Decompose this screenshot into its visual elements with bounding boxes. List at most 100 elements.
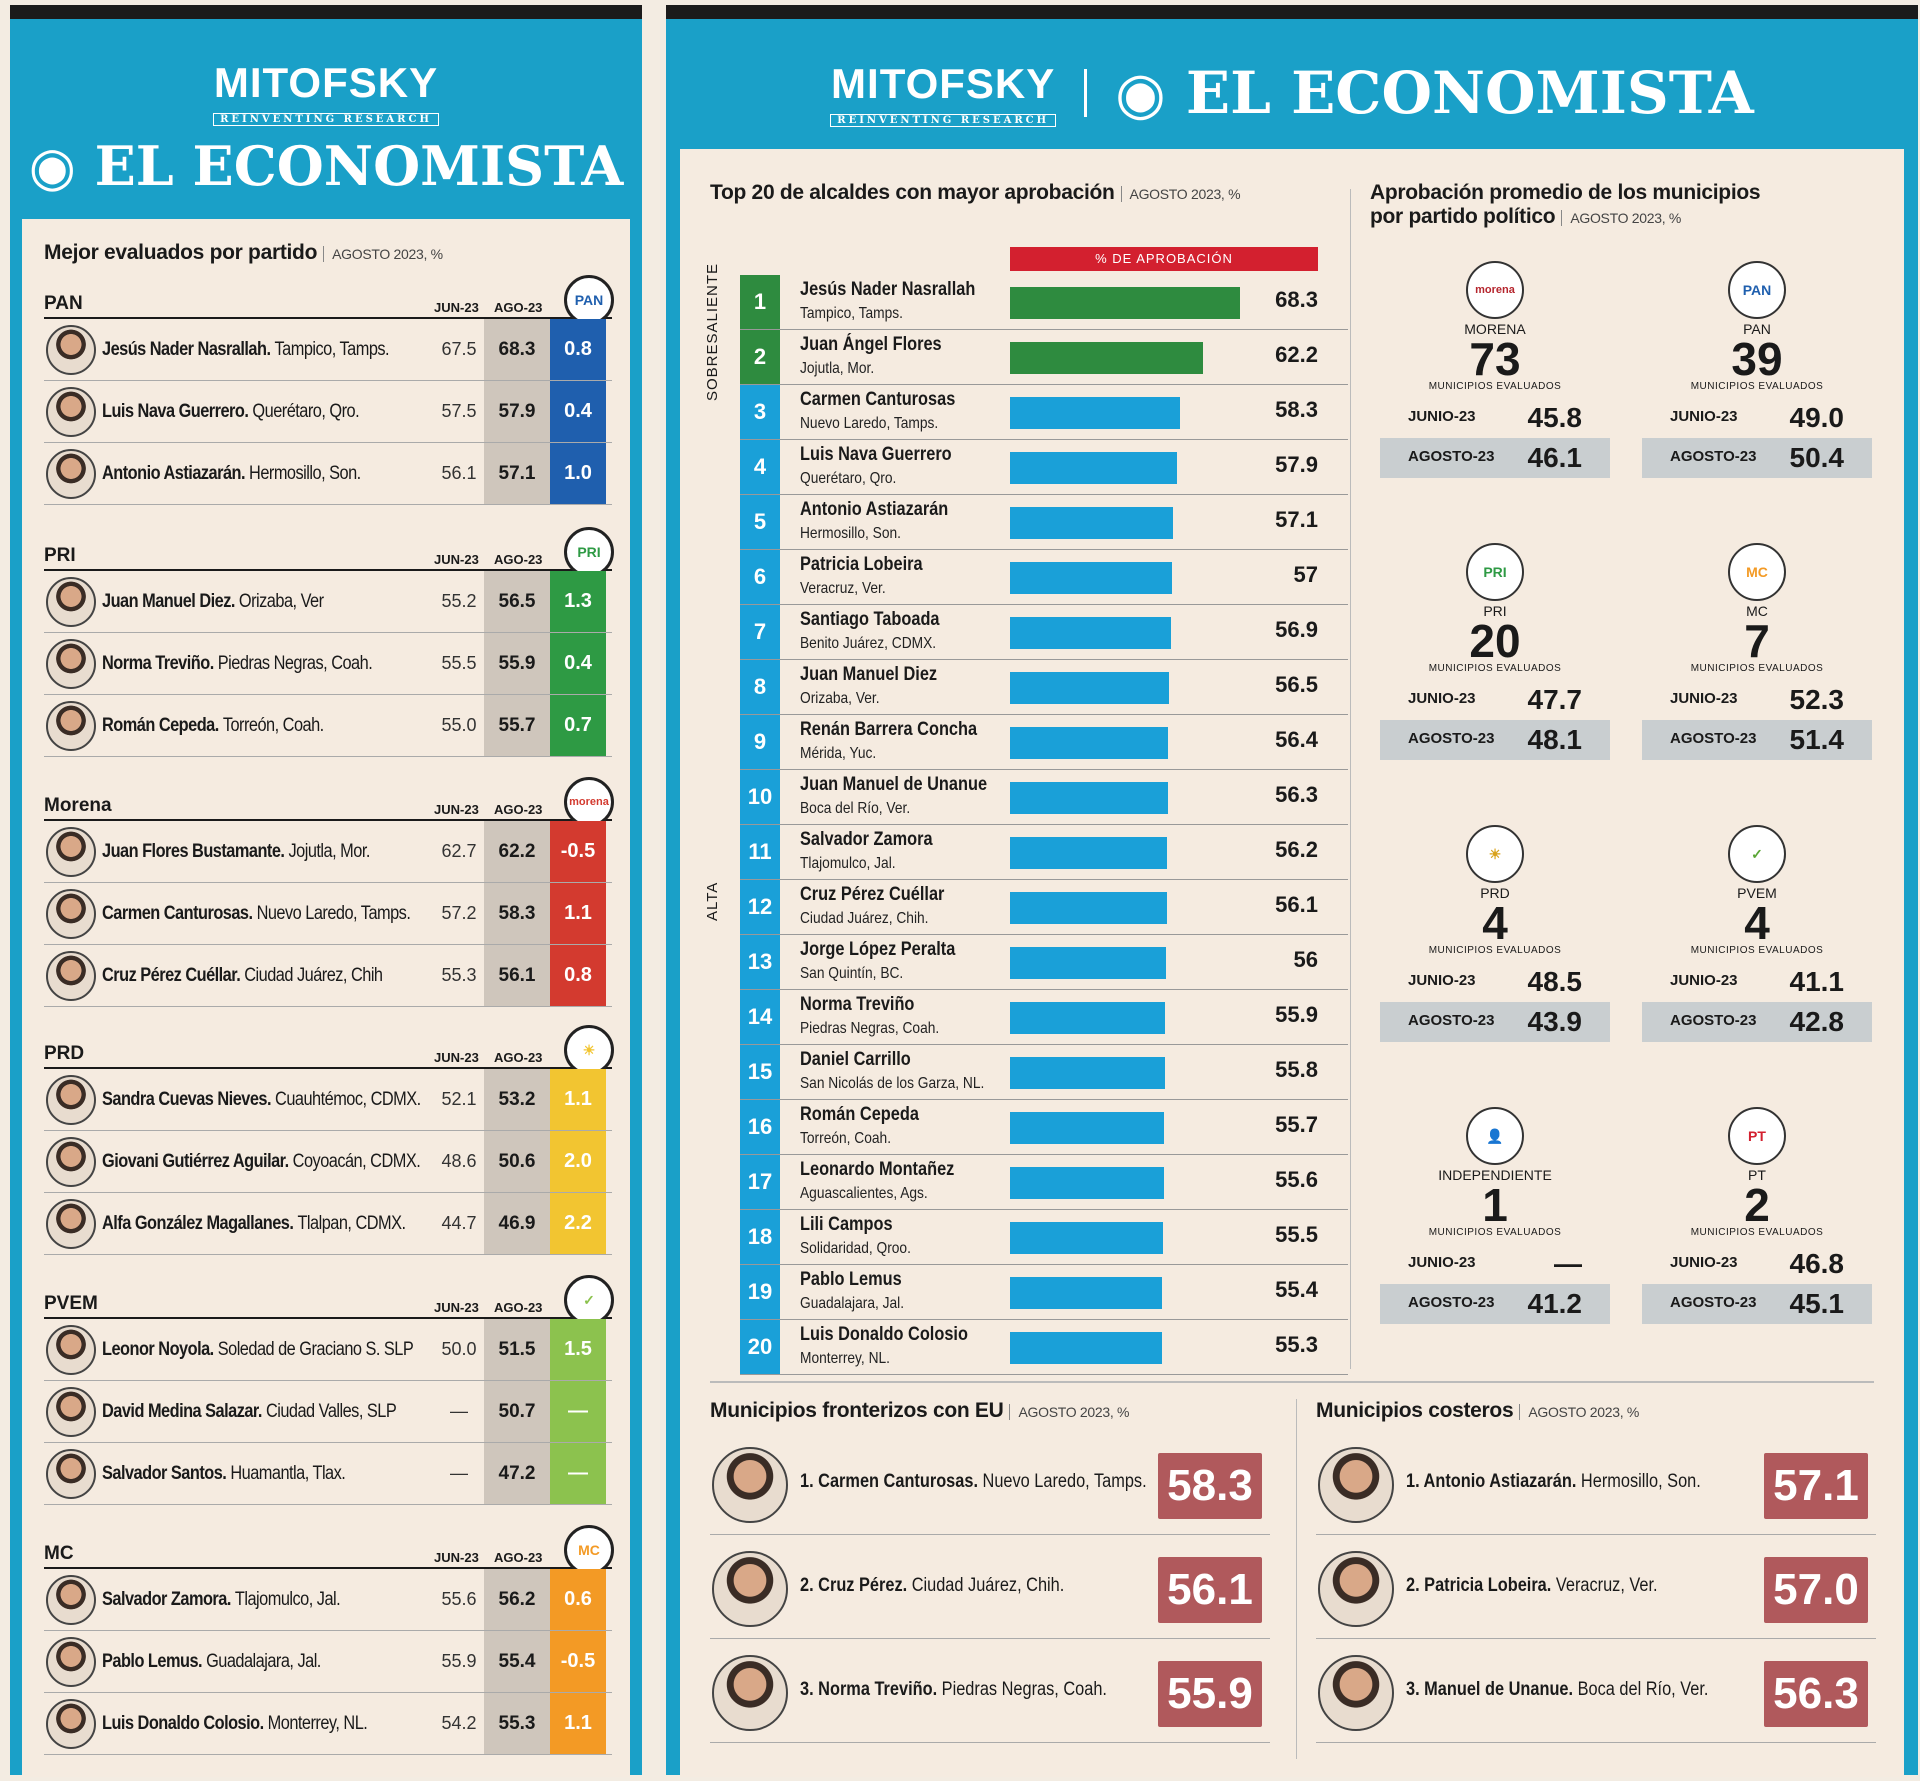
jun-value: — <box>450 1463 468 1483</box>
rank-number: 18 <box>740 1210 780 1264</box>
approval-value: 55.8 <box>1275 1057 1318 1082</box>
ago-value: 47.2 <box>484 1443 550 1504</box>
diff-value: 1.3 <box>550 571 606 632</box>
approval-badge: 57.0 <box>1764 1557 1868 1623</box>
jun-label: JUNIO-23 <box>1408 408 1476 425</box>
municipios-count: 4 <box>1482 897 1508 949</box>
approval-value: 56.2 <box>1275 837 1318 862</box>
avatar <box>46 1386 96 1437</box>
mayor-name: 1. Carmen Canturosas. Nuevo Laredo, Tamp… <box>800 1471 1147 1493</box>
rank-name: Juan Manuel Diez <box>800 664 938 685</box>
rank-row: 19 Pablo Lemus Guadalajara, Jal. 55.4 <box>740 1265 1348 1320</box>
costeros-row: 1. Antonio Astiazarán. Hermosillo, Son. 5… <box>1316 1431 1876 1535</box>
frontera-row: 1. Carmen Canturosas. Nuevo Laredo, Tamp… <box>710 1431 1270 1535</box>
municipios-count: 39 <box>1731 333 1783 385</box>
diff-value: — <box>550 1443 606 1504</box>
rank-place: Veracruz, Ver. <box>800 580 886 597</box>
candidate-name: Pablo Lemus. Guadalajara, Jal. <box>102 1651 321 1673</box>
rank-place: Aguascalientes, Ags. <box>800 1185 928 1202</box>
ago-value: 42.8 <box>1789 1006 1845 1037</box>
rank-row: 11 Salvador Zamora Tlajomulco, Jal. 56.2 <box>740 825 1348 880</box>
candidate-name: Luis Nava Guerrero. Querétaro, Qro. <box>102 400 360 423</box>
avatar <box>46 700 96 751</box>
ago-value: 51.4 <box>1789 724 1845 755</box>
rank-row: 12 Cruz Pérez Cuéllar Ciudad Juárez, Chih.… <box>740 880 1348 935</box>
rank-name: Juan Manuel de Unanue <box>800 774 988 795</box>
diff-value: -0.5 <box>550 821 606 882</box>
header-ago: AGO-23 <box>494 1300 543 1315</box>
rank-place: Torreón, Coah. <box>800 1130 892 1147</box>
municipios-label: MUNICIPIOS EVALUADOS <box>1428 663 1562 674</box>
avatar <box>46 1324 96 1375</box>
ago-line: AGOSTO-23 42.8 <box>1642 1002 1872 1042</box>
jun-value: 50.0 <box>441 1339 477 1359</box>
jun-value: 57.5 <box>441 401 477 421</box>
ago-value: 56.5 <box>484 571 550 632</box>
brand-divider <box>1084 69 1088 117</box>
candidate-name: Leonor Noyola. Soledad de Graciano S. SL… <box>102 1339 414 1361</box>
mayor-name-text: 3. Norma Treviño. <box>800 1679 938 1700</box>
ago-line: AGOSTO-23 46.1 <box>1380 438 1610 478</box>
avatar <box>46 826 96 877</box>
candidate-name-text: Giovani Gutiérrez Aguilar. <box>102 1150 289 1172</box>
rank-name: Salvador Zamora <box>800 829 933 850</box>
approval-value: 57 <box>1293 562 1318 587</box>
rank-number: 4 <box>740 440 780 494</box>
party-logo-icon: 👤 <box>1466 1107 1524 1165</box>
candidate-row: Norma Treviño. Piedras Negras, Coah. 55.5… <box>44 633 612 695</box>
rank-number: 12 <box>740 880 780 934</box>
candidate-name-text: Luis Nava Guerrero. <box>102 400 249 422</box>
frontera-section: Municipios fronterizos con EU AGOSTO 2023… <box>710 1399 1270 1743</box>
right-brand: MITOFSKY REINVENTING RESEARCH ◉ EL ECONO… <box>666 59 1918 127</box>
frontera-row: 2. Cruz Pérez. Ciudad Juárez, Chih. 56.1 <box>710 1535 1270 1639</box>
jun-line: JUNIO-23 46.8 <box>1642 1244 1872 1284</box>
party-name: Morena <box>44 795 112 816</box>
candidate-place: Torreón, Coah. <box>222 714 324 736</box>
avatar <box>46 386 96 437</box>
mitofsky-logo-right: MITOFSKY <box>831 59 1056 107</box>
candidate-name-text: Cruz Pérez Cuéllar. <box>102 964 241 986</box>
party-label: PAN <box>1743 321 1771 337</box>
diff-value: 0.6 <box>550 1569 606 1630</box>
ago-line: AGOSTO-23 41.2 <box>1380 1284 1610 1324</box>
rank-row: 16 Román Cepeda Torreón, Coah. 55.7 <box>740 1100 1348 1155</box>
ago-label: AGOSTO-23 <box>1670 1294 1757 1311</box>
party-logo-icon: MC <box>1728 543 1786 601</box>
rank-name: Luis Nava Guerrero <box>800 444 952 465</box>
ago-value: 56.1 <box>484 945 550 1006</box>
ago-line: AGOSTO-23 45.1 <box>1642 1284 1872 1324</box>
rank-number: 16 <box>740 1100 780 1154</box>
avg-cell-prd: ☀ PRD 4 MUNICIPIOS EVALUADOS JUNIO-23 48.5 AGO… <box>1380 825 1610 1095</box>
candidate-row: Pablo Lemus. Guadalajara, Jal. 55.9 55.4 -0… <box>44 1631 612 1693</box>
rank-name: Pablo Lemus <box>800 1269 902 1290</box>
vertical-divider <box>1350 189 1351 1369</box>
mayor-name: 2. Cruz Pérez. Ciudad Juárez, Chih. <box>800 1575 1064 1597</box>
party-header: PVEM JUN-23 AGO-23 ✓ <box>44 1275 614 1325</box>
approval-bar <box>1010 507 1173 539</box>
party-block-pvem: PVEM JUN-23 AGO-23 ✓ Leonor Noyola. Soledad … <box>44 1275 614 1505</box>
candidate-place: Nuevo Laredo, Tamps. <box>256 902 411 924</box>
candidate-name-text: Jesús Nader Nasrallah. <box>102 338 271 360</box>
jun-value: 52.1 <box>441 1089 477 1109</box>
label-alta: ALTA <box>704 881 721 921</box>
rank-row: 17 Leonardo Montañez Aguascalientes, Ags. 5… <box>740 1155 1348 1210</box>
ago-value: 46.1 <box>1527 442 1583 473</box>
jun-label: JUNIO-23 <box>1408 1254 1476 1271</box>
municipios-count: 73 <box>1469 333 1521 385</box>
diff-value: 0.8 <box>550 945 606 1006</box>
candidate-name-text: Juan Flores Bustamante. <box>102 840 285 862</box>
diff-value: 1.5 <box>550 1319 606 1380</box>
rank-place: Ciudad Juárez, Chih. <box>800 910 929 927</box>
ago-label: AGOSTO-23 <box>1670 1012 1757 1029</box>
header-jun: JUN-23 <box>434 1550 479 1565</box>
rank-row: 9 Renán Barrera Concha Mérida, Yuc. 56.4 <box>740 715 1348 770</box>
approval-bar <box>1010 672 1169 704</box>
left-brand: MITOFSKY REINVENTING RESEARCH ◉ EL ECONO… <box>10 59 642 198</box>
mayor-place: Nuevo Laredo, Tamps. <box>982 1471 1147 1492</box>
header-jun: JUN-23 <box>434 1050 479 1065</box>
candidate-name: Román Cepeda. Torreón, Coah. <box>102 715 324 737</box>
rank-number: 5 <box>740 495 780 549</box>
jun-line: JUNIO-23 45.8 <box>1380 398 1610 438</box>
rank-number: 10 <box>740 770 780 824</box>
candidate-row: Juan Manuel Diez. Orizaba, Ver 55.2 56.5 1.… <box>44 571 612 633</box>
